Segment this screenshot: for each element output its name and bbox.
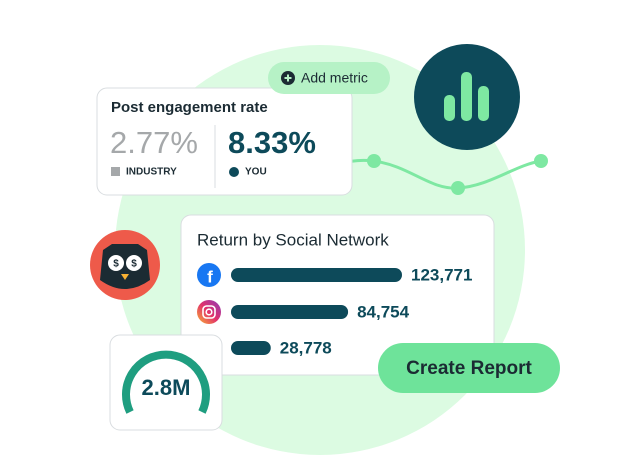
trend-dot <box>451 181 465 195</box>
engagement-card <box>96 87 353 196</box>
icon-bar <box>478 86 489 121</box>
bar-label: 84,754 <box>357 302 410 321</box>
card-title: Post engagement rate <box>111 99 268 116</box>
icon-bar <box>461 72 472 121</box>
legend-square <box>111 167 120 176</box>
return-card <box>180 214 495 376</box>
gauge-value: 2.8M <box>142 375 191 400</box>
owl-logo: $ $ <box>90 230 160 300</box>
you-value: 8.33% <box>228 125 316 160</box>
gauge-fill <box>122 350 210 414</box>
svg-text:$: $ <box>113 259 119 270</box>
bar <box>231 268 402 282</box>
bar <box>231 341 271 355</box>
create-report-button[interactable]: Create Report <box>378 343 560 393</box>
instagram-icon <box>197 300 221 324</box>
trend-dot <box>534 154 548 168</box>
button-bg <box>378 343 560 393</box>
plus <box>284 74 292 82</box>
bar <box>231 305 349 319</box>
button-label: Add metric <box>301 70 368 86</box>
bar-label: 28,778 <box>280 338 332 357</box>
legend-dot <box>229 167 239 177</box>
gauge-card <box>109 334 223 431</box>
card-title: Return by Social Network <box>197 230 389 249</box>
add-metric-button[interactable]: Add metric <box>268 62 390 94</box>
industry-value: 2.77% <box>110 125 198 160</box>
icon-bar <box>444 95 455 121</box>
legend-label: INDUSTRY <box>126 167 177 178</box>
legend-label: YOU <box>245 167 267 178</box>
bar-label: 123,771 <box>411 265 472 284</box>
svg-text:$: $ <box>131 259 137 270</box>
pill <box>268 62 390 94</box>
svg-text:f: f <box>207 267 213 286</box>
button-label: Create Report <box>406 358 532 379</box>
trend-dot <box>367 154 381 168</box>
facebook-icon: f <box>197 263 221 287</box>
